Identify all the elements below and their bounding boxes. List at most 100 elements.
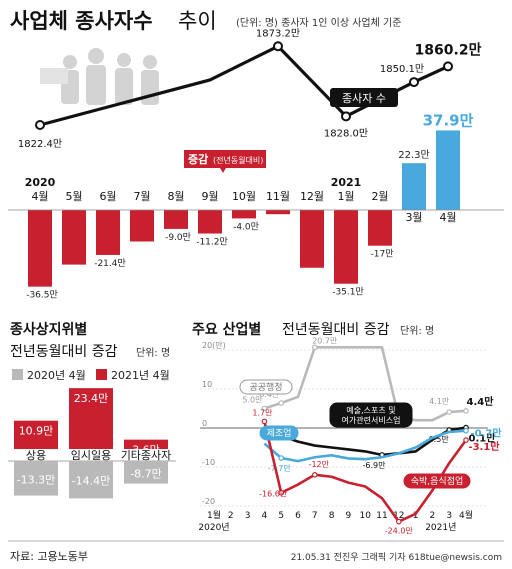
industry-title: 주요 산업별 bbox=[192, 321, 261, 338]
workers-value-12: 1860.2만 bbox=[415, 42, 482, 58]
change-label-10: -17만 bbox=[371, 249, 394, 260]
change-bar-6 bbox=[232, 210, 256, 219]
industry-year-2021: 2021년 bbox=[425, 522, 456, 533]
workers-value-9: 1828.0만 bbox=[324, 127, 368, 139]
change-legend-label: 증감 bbox=[188, 152, 208, 166]
industry-xtick-12: 1 bbox=[413, 511, 419, 521]
industry-year-2020: 2020년 bbox=[198, 522, 229, 533]
status-bar-2020-1 bbox=[69, 461, 113, 499]
status-category-2: 기타종사자 bbox=[121, 449, 172, 462]
workers-point-0 bbox=[35, 120, 45, 130]
change-bar-4 bbox=[164, 210, 188, 229]
industry-ytick-4: -20 bbox=[202, 497, 215, 506]
industry-tag-bg-3 bbox=[403, 473, 471, 489]
industry-ytick-0: 20(만) bbox=[202, 341, 226, 350]
industry-xtick-5: 6 bbox=[295, 511, 301, 521]
industry-unit: 단위: 명 bbox=[400, 324, 434, 337]
industry-value-0-1: 6.4만 bbox=[259, 390, 280, 399]
status-value-2020-0: -13.3만 bbox=[17, 473, 56, 486]
year-label-2020: 2020 bbox=[25, 176, 56, 189]
industry-tag-1-a: 예술,스포츠 및 bbox=[346, 405, 395, 415]
industry-xtick-8: 9 bbox=[346, 511, 352, 521]
industry-tag-3: 숙박,음식점업 bbox=[411, 475, 464, 487]
month-label-11: 3월 bbox=[405, 211, 422, 224]
industry-tag-bg-1 bbox=[329, 402, 413, 428]
industry-line-2 bbox=[263, 429, 467, 463]
industry-ytick-2: 0 bbox=[202, 419, 207, 428]
industry-xtick-6: 7 bbox=[312, 511, 318, 521]
change-label-11: 22.3만 bbox=[398, 149, 429, 161]
industry-xtick-13: 2 bbox=[430, 511, 436, 521]
change-label-0: -36.5만 bbox=[26, 290, 58, 301]
status-unit: 단위: 명 bbox=[136, 346, 170, 359]
change-bar-5 bbox=[198, 210, 222, 234]
workers-value-11: 1850.1만 bbox=[380, 63, 424, 75]
industry-point-0-11 bbox=[446, 409, 453, 415]
industry-line-1 bbox=[263, 424, 467, 457]
industry-xtick-3: 4 bbox=[262, 511, 268, 521]
month-label-9: 1월 bbox=[337, 190, 354, 203]
title-light: 추이 bbox=[178, 9, 217, 33]
industry-value-3-8: -24.0만 bbox=[385, 527, 414, 536]
month-label-7: 11월 bbox=[266, 190, 290, 203]
change-bar-1 bbox=[62, 210, 86, 265]
industry-xtick-9: 10 bbox=[359, 511, 371, 521]
workers-legend: 종사자 수 bbox=[330, 88, 398, 107]
workers-line-chart: 1822.4만 1873.2만 1828.0만 1850.1만 1860.2만 bbox=[18, 27, 482, 150]
industry-value-3-0: 1.7만 bbox=[252, 408, 273, 417]
workers-point-9 bbox=[341, 111, 351, 122]
workers-value-7: 1873.2만 bbox=[256, 27, 300, 39]
industry-line-chart: 5.0만6.4만20.7만2.6만4.1만4.4만-6.9만-0.5만0.1만-… bbox=[239, 336, 502, 536]
industry-subtitle: 전년동월대비 증감 bbox=[282, 322, 390, 338]
status-bar-2021-1 bbox=[69, 388, 113, 449]
industry-xtick-15: 4월 bbox=[459, 509, 473, 521]
industry-tag-bg-2 bbox=[259, 425, 299, 441]
industry-point-0-12 bbox=[463, 408, 469, 414]
legend-2021-label: 2021년 4월 bbox=[111, 369, 170, 382]
industry-xtick-2: 3 bbox=[245, 511, 251, 521]
month-label-2: 6월 bbox=[99, 190, 116, 203]
change-legend-sub: (전년동월대비) bbox=[213, 155, 263, 165]
change-bar-11 bbox=[402, 163, 426, 210]
status-category-1: 임시일용 bbox=[71, 448, 111, 462]
industry-point-3-1 bbox=[278, 489, 285, 496]
workers-legend-label: 종사자 수 bbox=[342, 92, 386, 105]
change-label-2: -21.4만 bbox=[94, 258, 126, 269]
industry-line-3 bbox=[263, 421, 468, 523]
industry-value-0-12: 4.4만 bbox=[467, 395, 495, 408]
workers-point-7 bbox=[273, 41, 283, 52]
legend-swatch-2021 bbox=[96, 369, 107, 380]
industry-xtick-7: 8 bbox=[329, 511, 335, 521]
month-label-3: 7월 bbox=[133, 190, 150, 203]
status-value-2020-1: -14.4만 bbox=[72, 475, 111, 488]
status-subtitle: 전년동월대비 증감 bbox=[10, 344, 118, 360]
change-label-5: -11.2만 bbox=[196, 237, 228, 248]
workers-illustration-icon bbox=[40, 48, 159, 105]
month-label-8: 12월 bbox=[300, 190, 324, 203]
change-legend: 증감 (전년동월대비) bbox=[184, 150, 266, 173]
industry-tag-bg-0 bbox=[239, 379, 293, 395]
industry-value-2-12: -0.7만 bbox=[470, 427, 502, 440]
workers-point-12 bbox=[443, 61, 453, 72]
change-bar-chart: -36.5만 -21.4만 -9.0만 -11.2만 -4.0만 -35.1만 -17만 22… bbox=[26, 111, 473, 300]
industry-xtick-0: 1월 bbox=[207, 509, 221, 521]
industry-xtick-4: 5 bbox=[278, 511, 284, 521]
status-value-2020-2: -8.7만 bbox=[130, 467, 162, 480]
industry-value-0-3: 20.7만 bbox=[312, 336, 338, 345]
change-bar-8 bbox=[300, 210, 324, 268]
status-value-2021-2: 3.6만 bbox=[132, 444, 160, 457]
industry-point-2-12 bbox=[463, 427, 469, 434]
status-bar-2020-0 bbox=[14, 461, 58, 496]
change-label-4: -9.0만 bbox=[165, 232, 191, 243]
month-label-6: 10월 bbox=[232, 190, 256, 203]
month-label-12: 4월 bbox=[439, 211, 456, 224]
industry-xtick-1: 2 bbox=[228, 511, 234, 521]
industry-ytick-3: -10 bbox=[202, 458, 215, 467]
change-bar-10 bbox=[368, 210, 392, 246]
month-label-5: 9월 bbox=[201, 190, 218, 203]
industry-point-3-0 bbox=[261, 418, 268, 425]
status-title: 종사상지위별 bbox=[10, 321, 87, 338]
source-text: 자료: 고용노동부 bbox=[10, 550, 88, 563]
